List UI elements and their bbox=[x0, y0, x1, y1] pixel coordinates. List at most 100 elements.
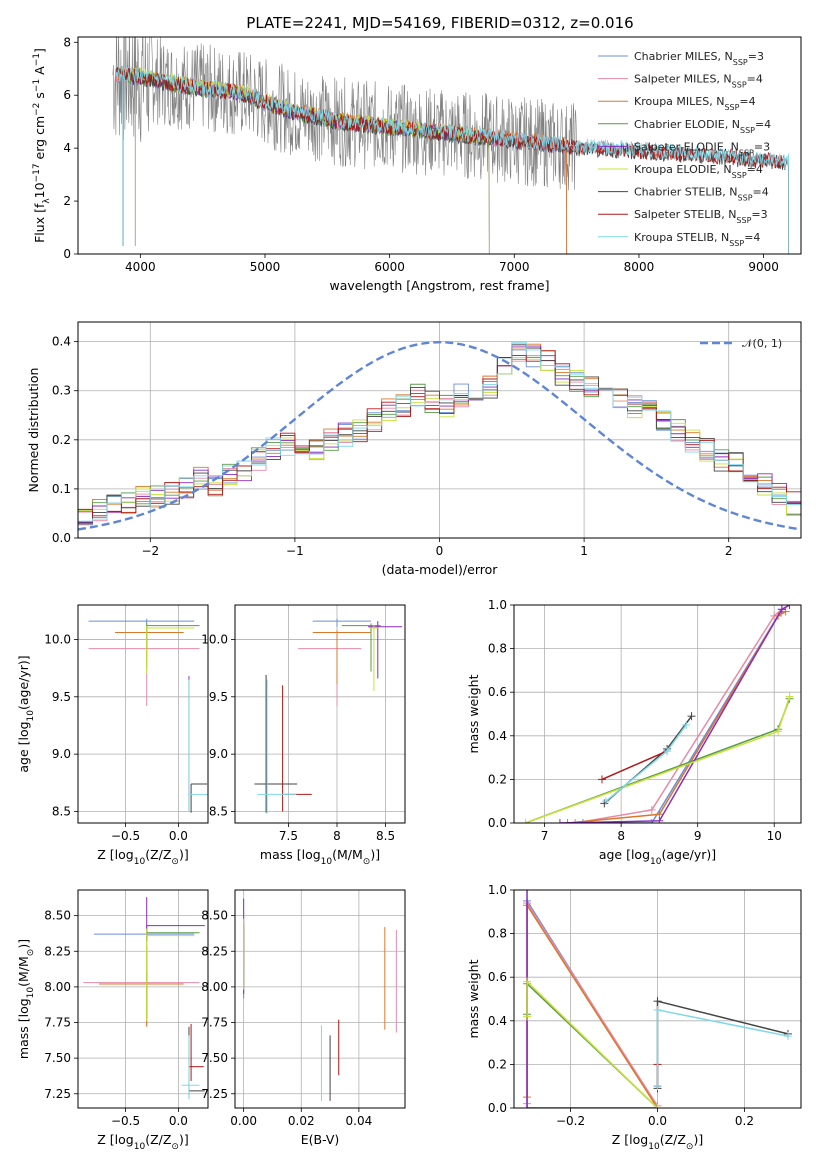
errorbar-chabrier-miles bbox=[93, 927, 195, 942]
y-tick-label: 0.2 bbox=[488, 772, 507, 786]
legend-label: Chabrier MILES, NSSP=3 bbox=[634, 50, 764, 67]
y-tick-label: 0 bbox=[63, 247, 71, 261]
panel-mass-vs-Z: −0.5 0.0 7.25 7.50 7.75 8.00 8.25 8.50 Z [log10(… bbox=[16, 889, 209, 1152]
x-tick-label: 5000 bbox=[250, 260, 281, 274]
panel-mass-weight-vs-Z: −0.2 0.0 0.2 0.0 0.2 0.4 0.6 0.8 1.0 Z [log10(Z/Z… bbox=[466, 883, 802, 1152]
errorbar-kroupa-miles bbox=[312, 630, 371, 685]
x-tick-label: −1 bbox=[286, 544, 304, 558]
x-axis-label: Z [log10(Z/Z⊙)] bbox=[97, 847, 188, 867]
y-tick-label: 10.0 bbox=[44, 632, 71, 646]
y-tick-label: 7.50 bbox=[44, 1051, 71, 1065]
x-tick-label: 0 bbox=[436, 544, 444, 558]
x-axis-label: E(B-V) bbox=[301, 1132, 340, 1147]
x-tick-label: 0.00 bbox=[230, 1114, 257, 1128]
legend-label: Chabrier ELODIE, NSSP=4 bbox=[634, 118, 771, 135]
legend-label: Chabrier STELIB, NSSP=4 bbox=[634, 186, 769, 203]
plot-area-spectrum bbox=[112, 37, 789, 254]
plot-area-mass-vs-Z bbox=[83, 897, 205, 1100]
x-tick-label: 8 bbox=[333, 829, 341, 843]
y-tick-label: 9.5 bbox=[209, 690, 228, 704]
y-axis-label: mass weight bbox=[466, 674, 481, 753]
series-line bbox=[526, 902, 659, 1108]
legend-label: 𝒩(0, 1) bbox=[742, 337, 782, 350]
y-tick-label: 0.4 bbox=[488, 729, 507, 743]
x-tick-label: 2 bbox=[725, 544, 733, 558]
y-tick-label: 0.0 bbox=[488, 1101, 507, 1115]
plot-area-mass-weight-vs-Z bbox=[523, 890, 792, 1108]
y-axis-label: mass weight bbox=[466, 959, 481, 1038]
series-kroupa-elodie bbox=[523, 977, 662, 1108]
y-tick-label: 0.3 bbox=[52, 384, 71, 398]
x-tick-label: 7000 bbox=[499, 260, 530, 274]
panel-age-vs-mass: 7.5 8 8.5 8.5 9.0 9.5 10.0 mass [log10(M/M⊙)] bbox=[201, 604, 406, 867]
errorbar-chabrier-stelib bbox=[190, 783, 207, 813]
x-tick-label: 7.5 bbox=[279, 829, 298, 843]
x-tick-label: 7 bbox=[541, 829, 549, 843]
x-tick-label: 0.2 bbox=[735, 1114, 754, 1128]
y-tick-label: 8.00 bbox=[201, 980, 228, 994]
x-tick-label: 1 bbox=[580, 544, 588, 558]
series-chabrier-stelib bbox=[653, 997, 792, 1093]
y-tick-label: 0.0 bbox=[488, 816, 507, 830]
panel-residuals: 𝒩(0, 1) −2 −1 0 1 2 0.0 0.1 0.2 0.3 0.4 (data-model… bbox=[26, 321, 802, 577]
series-line bbox=[526, 979, 659, 1108]
legend-label: Salpeter MILES, NSSP=4 bbox=[634, 73, 763, 90]
x-tick-label: −0.5 bbox=[111, 1114, 140, 1128]
y-tick-label: 8 bbox=[63, 35, 71, 49]
errorbar-salpeter-stelib bbox=[282, 685, 312, 812]
x-tick-label: 8.5 bbox=[376, 829, 395, 843]
legend-label: Salpeter STELIB, NSSP=3 bbox=[634, 208, 768, 225]
x-axis-label: Z [log10(Z/Z⊙)] bbox=[612, 1132, 703, 1152]
legend-label: Salpeter ELODIE, NSSP=3 bbox=[634, 140, 770, 157]
x-tick-label: 4000 bbox=[125, 260, 156, 274]
errorbar-kroupa-stelib bbox=[188, 679, 208, 812]
spectrum-legend: Chabrier MILES, NSSP=3 Salpeter MILES, NS… bbox=[598, 50, 771, 247]
model-spectrum-kroupa-stelib bbox=[114, 65, 789, 254]
y-tick-label: 0.0 bbox=[52, 531, 71, 545]
x-tick-label: 0.04 bbox=[346, 1114, 373, 1128]
y-axis-label: mass [log10(M/M⊙)] bbox=[16, 939, 36, 1059]
y-tick-label: 8.25 bbox=[44, 944, 71, 958]
y-tick-label: 2 bbox=[63, 194, 71, 208]
y-axis-label: Flux [fλ10−17 erg cm−2 s−1 A−1] bbox=[32, 48, 52, 243]
x-tick-label: 9000 bbox=[748, 260, 779, 274]
series-kroupa-stelib bbox=[601, 720, 691, 806]
plot-area-residuals bbox=[78, 340, 801, 538]
y-tick-label: 6 bbox=[63, 88, 71, 102]
series-line bbox=[525, 698, 791, 823]
errorbar-salpeter-elodie bbox=[368, 621, 403, 679]
errorbar-salpeter-stelib bbox=[188, 1023, 204, 1081]
plot-area-mass-weight-vs-age bbox=[521, 605, 794, 823]
series-line bbox=[656, 1008, 789, 1087]
x-tick-label: 9 bbox=[694, 829, 702, 843]
y-tick-label: 8.50 bbox=[201, 909, 228, 923]
errorbar-kroupa-elodie bbox=[369, 625, 379, 692]
x-tick-label: 8000 bbox=[624, 260, 655, 274]
x-tick-label: −0.5 bbox=[111, 829, 140, 843]
y-axis-label: age [log10(age/yr)] bbox=[16, 655, 36, 772]
y-tick-label: 0.6 bbox=[488, 685, 507, 699]
series-kroupa-elodie bbox=[521, 692, 794, 823]
residual-legend: 𝒩(0, 1) bbox=[700, 337, 782, 350]
hist-salpeter-stelib bbox=[78, 350, 801, 538]
errorbar-salpeter-miles bbox=[298, 631, 362, 706]
y-tick-label: 9.0 bbox=[209, 747, 228, 761]
series-line bbox=[526, 890, 658, 1108]
y-tick-label: 0.4 bbox=[488, 1014, 507, 1028]
errorbar-chabrier-stelib bbox=[254, 674, 298, 813]
panel-mass-weight-vs-age: 7 8 9 10 0.0 0.2 0.4 0.6 0.8 1.0 age [log10(age/yr… bbox=[466, 598, 802, 867]
y-tick-label: 0.2 bbox=[52, 433, 71, 447]
legend-label: Kroupa MILES, NSSP=4 bbox=[634, 95, 756, 112]
axes-frame bbox=[234, 604, 406, 824]
errorbar-salpeter-elodie bbox=[146, 897, 205, 940]
x-tick-label: 0.02 bbox=[288, 1114, 315, 1128]
errorbar-kroupa-stelib bbox=[257, 679, 297, 814]
x-tick-label: 8 bbox=[617, 829, 625, 843]
plot-area-mass-vs-EBV bbox=[243, 898, 397, 1101]
axes-frame bbox=[77, 36, 802, 255]
series-chabrier-miles bbox=[578, 605, 794, 823]
y-tick-label: 0.2 bbox=[488, 1057, 507, 1071]
y-tick-label: 8.5 bbox=[209, 805, 228, 819]
